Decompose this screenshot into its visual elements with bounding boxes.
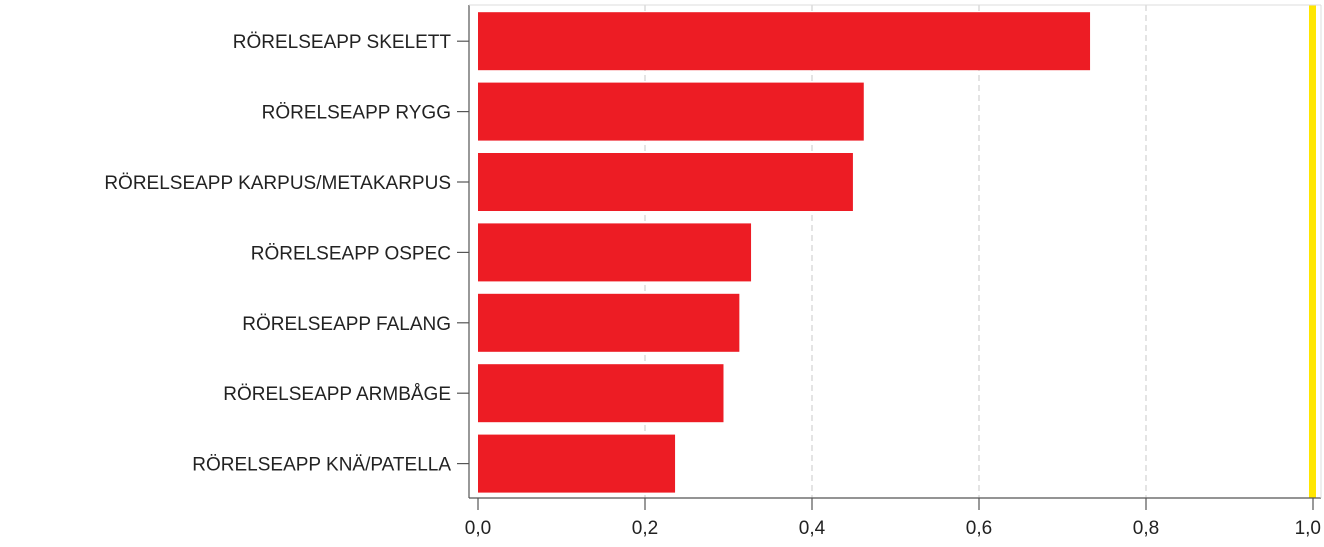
axes: [457, 4, 1322, 510]
x-tick-label: 0,0: [465, 518, 491, 539]
bar: [478, 364, 724, 423]
bar: [478, 82, 864, 141]
category-label: RÖRELSEAPP RYGG: [262, 103, 451, 124]
x-tick-label: 0,8: [1133, 518, 1159, 539]
x-tick-label: 0,2: [632, 518, 658, 539]
bar: [478, 153, 853, 211]
category-label: RÖRELSEAPP OSPEC: [251, 243, 451, 264]
bar: [478, 434, 676, 493]
category-label: RÖRELSEAPP KNÄ/PATELLA: [192, 455, 451, 476]
category-label: RÖRELSEAPP SKELETT: [233, 32, 452, 53]
bar: [478, 223, 752, 282]
bar: [478, 12, 1091, 71]
category-label: RÖRELSEAPP FALANG: [242, 314, 451, 335]
x-tick-label: 0,6: [966, 518, 992, 539]
reference-line-group: [1309, 5, 1316, 498]
reference-line: [1309, 5, 1316, 498]
x-tick-labels: 0,0 0,2 0,4 0,6 0,8 1,0: [465, 518, 1321, 539]
bar: [478, 293, 740, 352]
category-label: RÖRELSEAPP ARMBÅGE: [223, 384, 451, 405]
x-tick-label: 1,0: [1295, 518, 1321, 539]
category-label: RÖRELSEAPP KARPUS/METAKARPUS: [104, 173, 451, 194]
category-labels: RÖRELSEAPP SKELETT RÖRELSEAPP RYGG RÖRELSE…: [104, 32, 451, 475]
bars: [478, 12, 1091, 493]
x-tick-label: 0,4: [799, 518, 826, 539]
